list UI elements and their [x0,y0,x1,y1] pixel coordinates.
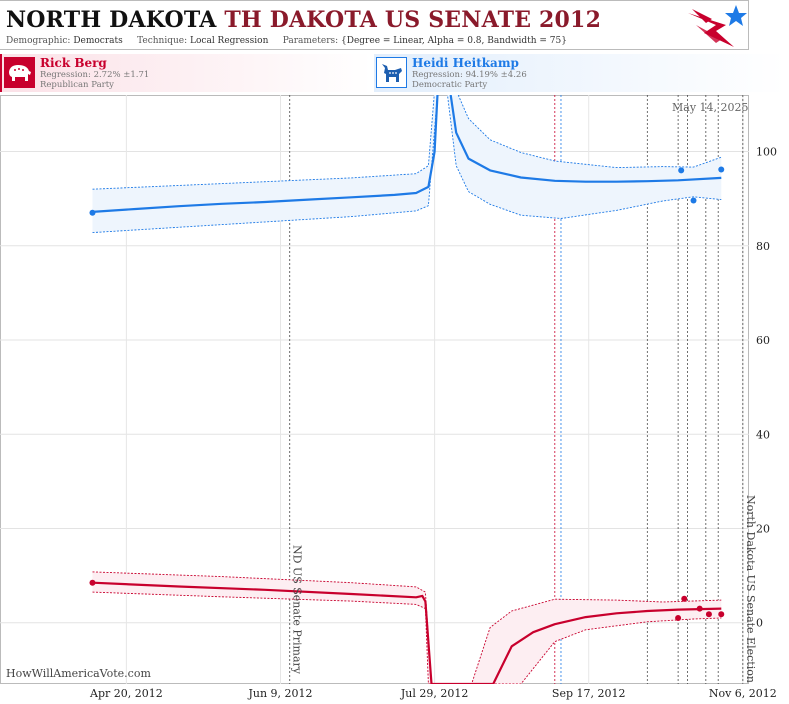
plot-area [89,95,744,684]
date-stamp: May 14, 2025 [672,101,749,114]
poll-point [681,595,688,602]
demographic-label: Demographic: [6,36,71,46]
candidate-party: Democratic Party [412,80,488,90]
x-tick-label: Jul 29, 2012 [400,687,469,700]
confidence-band [92,95,722,233]
technique-value: Local Regression [190,36,269,46]
poll-point [690,197,697,204]
band-lower-line [92,95,722,234]
candidate-regression: Regression: 94.19% ±4.26 [412,70,527,80]
poll-point [89,579,96,586]
candidate-party: Republican Party [40,80,114,90]
elephant-icon [4,57,35,88]
band-upper-line [92,95,722,190]
band-upper-line [92,571,722,684]
confidence-band [92,571,722,684]
demographic-value: Democrats [73,36,123,46]
title-race: TH DAKOTA US SENATE 2012 [224,7,602,33]
x-tick-label: Jun 9, 2012 [247,687,312,700]
watermark: HowWillAmericaVote.com [6,667,151,680]
y-tick-label: 100 [756,146,777,159]
subtitle: Demographic: Democrats Technique: Local … [6,36,567,46]
donkey-icon [376,57,407,88]
y-tick-label: 80 [756,240,770,253]
parameters-value: {Degree = Linear, Alpha = 0.8, Bandwidth… [341,36,567,46]
poll-point [89,209,96,216]
x-tick-label: Nov 6, 2012 [709,687,777,700]
candidate-name: Heidi Heitkamp [412,56,519,70]
y-tick-label: 0 [756,617,763,630]
poll-point [718,611,725,618]
title-state: NORTH DAKOTA [6,7,217,33]
event-label: ND US Senate Primary [291,545,304,675]
x-tick-label: Apr 20, 2012 [89,687,163,700]
y-tick-label: 40 [756,428,770,441]
parameters-label: Parameters: [282,36,339,46]
event-label: North Dakota US Senate Election [744,495,757,683]
poll-point [696,605,703,612]
technique-label: Technique: [137,36,188,46]
regression-line [92,581,722,684]
poll-point [678,167,685,174]
poll-point [718,166,725,173]
page-title: NORTH DAKOTA TH DAKOTA US SENATE 2012 [6,7,601,33]
candidate-heidi-heitkamp: Heidi Heitkamp Regression: 94.19% ±4.26 … [374,54,786,92]
y-tick-label: 60 [756,334,770,347]
poll-point [705,611,712,618]
regression-line [92,95,722,213]
candidate-rick-berg: Rick Berg Regression: 2.72% ±1.71 Republ… [0,54,372,92]
band-lower-line [92,591,722,684]
site-logo-icon [688,5,747,47]
chart-header: NORTH DAKOTA TH DAKOTA US SENATE 2012 De… [0,0,749,50]
candidate-name: Rick Berg [40,56,107,70]
x-tick-label: Sep 17, 2012 [552,687,626,700]
poll-point [675,615,682,622]
candidate-regression: Regression: 2.72% ±1.71 [40,70,150,80]
y-tick-label: 20 [756,523,770,536]
